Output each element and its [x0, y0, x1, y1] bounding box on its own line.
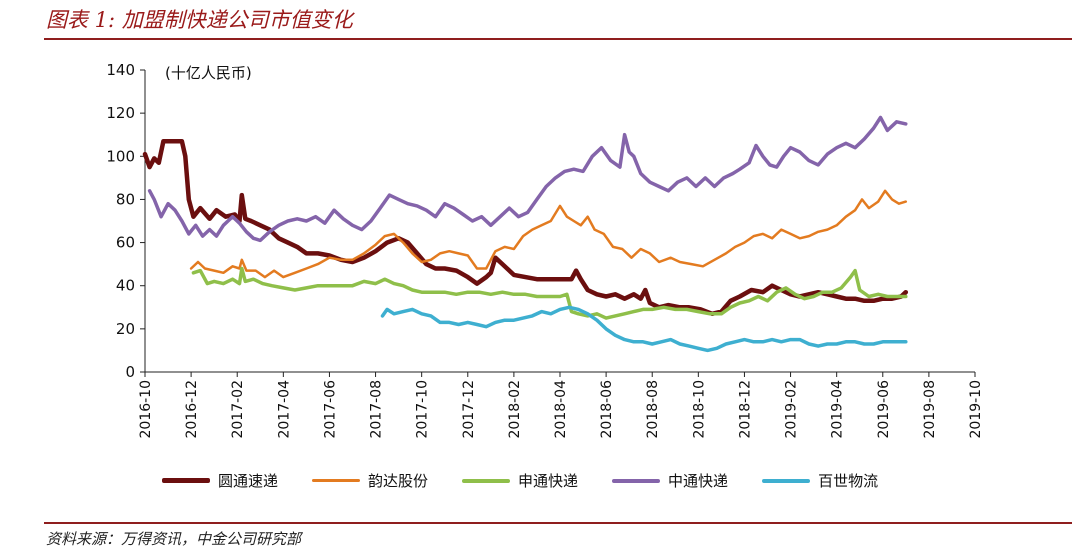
legend-label-best: 百世物流 — [818, 472, 879, 490]
legend-item-best: 百世物流 — [762, 470, 878, 491]
x-tick-label: 2019-06 — [876, 380, 892, 439]
x-tick-label: 2019-10 — [968, 380, 984, 439]
series-line-3 — [147, 115, 908, 243]
x-tick-label: 2017-06 — [322, 380, 338, 439]
x-tick-label: 2018-10 — [691, 380, 707, 439]
y-tick-label: 140 — [106, 61, 135, 79]
legend-swatch-sto — [462, 478, 511, 483]
legend-swatch-zto — [612, 478, 661, 483]
x-tick-label: 2017-08 — [369, 380, 385, 439]
legend-swatch-yto — [162, 478, 210, 483]
legend-item-yto: 圆通速递 — [162, 470, 278, 491]
legend-label-yto: 圆通速递 — [218, 472, 279, 490]
x-tick-label: 2019-08 — [922, 380, 938, 439]
x-tick-label: 2017-02 — [230, 380, 246, 439]
y-tick-label: 0 — [125, 363, 135, 381]
x-tick-label: 2018-04 — [553, 380, 569, 439]
series-line-1 — [189, 189, 908, 279]
source-rule — [44, 522, 1072, 524]
y-tick-label: 40 — [116, 277, 135, 295]
y-tick-label: 120 — [106, 104, 135, 122]
legend-swatch-yunda — [312, 479, 361, 482]
x-tick-label: 2018-06 — [599, 380, 615, 439]
series-line-2 — [191, 266, 908, 320]
series-line-0 — [142, 138, 909, 317]
x-tick-label: 2018-02 — [507, 380, 523, 439]
x-tick-label: 2017-12 — [461, 380, 477, 439]
y-tick-label: 100 — [106, 147, 135, 165]
legend-item-zto: 中通快递 — [612, 470, 728, 491]
legend-label-sto: 申通快递 — [518, 472, 579, 490]
x-tick-label: 2018-08 — [645, 380, 661, 439]
x-tick-label: 2019-04 — [830, 380, 846, 439]
series-layer — [142, 115, 909, 353]
unit-label: (十亿人民币) — [165, 64, 252, 82]
series-line-4 — [380, 305, 908, 353]
legend-item-yunda: 韵达股份 — [312, 470, 428, 491]
x-axis: 2016-10 2016-12 2017-02 2017-04 2017-06 2017-… — [138, 371, 984, 439]
legend-label-zto: 中通快递 — [668, 472, 729, 490]
source-note: 资料来源：万得资讯，中金公司研究部 — [46, 530, 302, 548]
figure-title: 图表 1: 加盟制快递公司市值变化 — [46, 8, 353, 32]
x-tick-label: 2018-12 — [737, 380, 753, 439]
y-axis: 0 20 40 60 80 100 120 140 — [106, 61, 146, 381]
x-tick-label: 2016-12 — [184, 380, 200, 439]
x-tick-label: 2017-10 — [415, 380, 431, 439]
legend-swatch-best — [762, 478, 811, 483]
legend-item-sto: 申通快递 — [462, 470, 578, 491]
legend: 圆通速递 韵达股份 申通快递 中通快递 百世物流 — [162, 470, 912, 491]
y-tick-label: 20 — [116, 320, 135, 338]
y-tick-label: 60 — [116, 234, 135, 252]
x-tick-label: 2016-10 — [138, 380, 154, 439]
x-tick-label: 2017-04 — [276, 380, 292, 439]
x-tick-label: 2019-02 — [784, 380, 800, 439]
title-rule — [44, 38, 1072, 40]
legend-label-yunda: 韵达股份 — [368, 472, 429, 490]
y-tick-label: 80 — [116, 190, 135, 208]
